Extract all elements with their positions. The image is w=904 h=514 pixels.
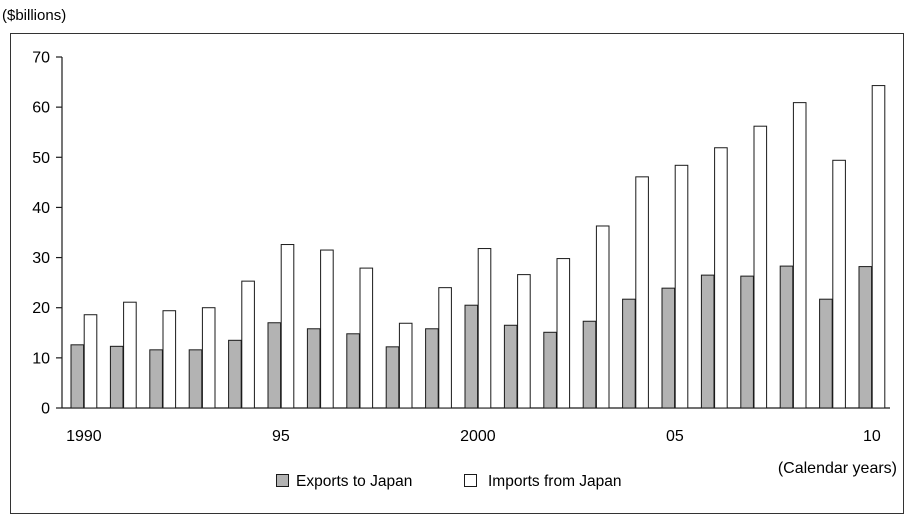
bar-imports-1996 bbox=[320, 249, 334, 409]
bar-exports-1993 bbox=[188, 349, 203, 409]
x-tick-label: 10 bbox=[863, 428, 881, 445]
y-tick-label: 0 bbox=[41, 401, 50, 418]
bar-imports-1997 bbox=[359, 267, 374, 409]
bar-exports-1998 bbox=[385, 346, 400, 409]
legend-swatch-imports bbox=[464, 474, 477, 487]
bar-exports-1992 bbox=[149, 349, 163, 409]
legend-swatch-exports bbox=[276, 474, 289, 487]
bar-exports-2003 bbox=[582, 320, 597, 409]
bar-imports-1998 bbox=[398, 322, 413, 409]
bar-exports-2009 bbox=[819, 298, 833, 409]
bar-imports-1999 bbox=[438, 287, 452, 409]
bar-imports-1994 bbox=[241, 280, 255, 409]
x-axis-ticks: 1990 95 2000 05 10 bbox=[66, 428, 881, 445]
bar-exports-2000 bbox=[464, 304, 479, 409]
x-tick-label: 95 bbox=[272, 428, 290, 445]
bar-imports-2010 bbox=[871, 85, 886, 409]
legend-label-exports: Exports to Japan bbox=[296, 473, 412, 490]
bar-exports-2007 bbox=[740, 275, 754, 409]
y-tick-label: 50 bbox=[32, 150, 50, 167]
bar-exports-1997 bbox=[346, 333, 360, 409]
y-axis-ticks: 0 10 20 30 40 50 60 70 bbox=[32, 50, 62, 418]
bar-exports-1999 bbox=[425, 328, 439, 409]
legend: Exports to Japan Imports from Japan bbox=[276, 473, 622, 490]
bar-exports-2004 bbox=[622, 298, 636, 409]
bar-imports-2008 bbox=[792, 102, 807, 409]
bar-imports-1991 bbox=[123, 301, 137, 409]
bar-imports-2000 bbox=[477, 248, 492, 409]
bar-imports-1993 bbox=[201, 307, 216, 409]
y-tick-label: 70 bbox=[32, 50, 50, 67]
plot-frame bbox=[10, 33, 904, 514]
bar-exports-1995 bbox=[267, 322, 282, 409]
bar-exports-1990 bbox=[70, 344, 85, 409]
bar-imports-2001 bbox=[517, 274, 531, 409]
bar-imports-1992 bbox=[162, 310, 177, 409]
x-tick-label: 2000 bbox=[460, 428, 496, 445]
x-tick-label: 05 bbox=[666, 428, 684, 445]
bar-imports-2007 bbox=[753, 125, 768, 409]
bars bbox=[70, 85, 886, 409]
x-axis-title: (Calendar years) bbox=[778, 460, 897, 477]
bar-imports-2009 bbox=[832, 159, 846, 409]
bar-imports-2002 bbox=[556, 258, 571, 409]
bar-exports-2001 bbox=[503, 324, 518, 409]
bar-exports-2006 bbox=[700, 274, 715, 409]
bar-imports-1990 bbox=[83, 314, 98, 409]
y-tick-label: 30 bbox=[32, 250, 50, 267]
bar-imports-2005 bbox=[674, 164, 689, 409]
bar-exports-1994 bbox=[228, 339, 242, 409]
bar-imports-1995 bbox=[280, 244, 295, 409]
bar-exports-2010 bbox=[858, 266, 873, 409]
bar-imports-2004 bbox=[635, 176, 649, 409]
bar-exports-2005 bbox=[661, 287, 676, 409]
bar-exports-2002 bbox=[543, 331, 557, 409]
bar-imports-2003 bbox=[595, 225, 610, 409]
bar-exports-1996 bbox=[306, 328, 321, 409]
legend-label-imports: Imports from Japan bbox=[488, 473, 622, 490]
y-unit-label: ($billions) bbox=[2, 7, 66, 24]
bar-exports-2008 bbox=[779, 265, 794, 409]
x-tick-label: 1990 bbox=[66, 428, 102, 445]
y-tick-label: 40 bbox=[32, 200, 50, 217]
y-tick-label: 10 bbox=[32, 350, 50, 367]
y-tick-label: 20 bbox=[32, 300, 50, 317]
bar-exports-1991 bbox=[109, 345, 124, 409]
bar-imports-2006 bbox=[714, 147, 728, 409]
y-tick-label: 60 bbox=[32, 100, 50, 117]
